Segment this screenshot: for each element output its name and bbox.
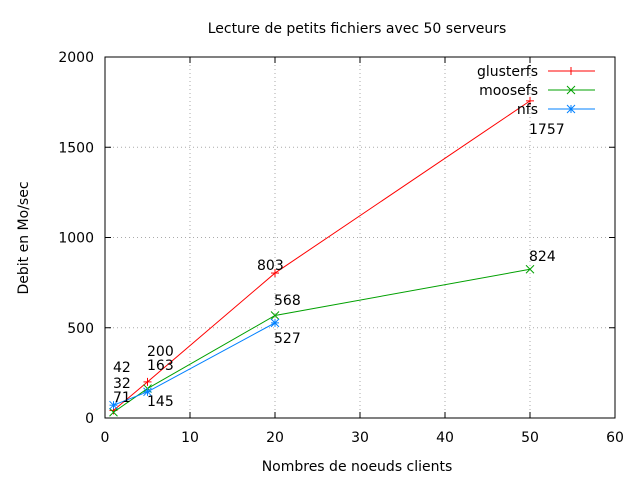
data-label: 42 <box>113 360 131 376</box>
data-label: 71 <box>113 390 131 406</box>
legend-marker <box>566 104 576 114</box>
x-tick-label: 50 <box>521 430 539 446</box>
series-glusterfs <box>109 96 534 415</box>
series-nfs <box>109 318 280 410</box>
legend-marker-stroke <box>566 104 576 114</box>
data-label: 200 <box>147 344 174 360</box>
data-point-moosefs-stroke <box>270 311 280 320</box>
data-label: 1757 <box>529 122 565 138</box>
x-tick-label: 20 <box>266 430 284 446</box>
data-label: 824 <box>529 249 556 265</box>
x-tick-label: 40 <box>436 430 454 446</box>
data-point-glusterfs <box>271 269 279 278</box>
data-point-moosefs-stroke <box>109 407 118 417</box>
x-tick-label: 30 <box>351 430 369 446</box>
legend-label: glusterfs <box>477 64 538 80</box>
data-point-moosefs <box>109 407 118 417</box>
legend-label: nfs <box>517 102 538 118</box>
y-tick-label: 1000 <box>58 231 94 247</box>
data-label: 145 <box>147 394 174 410</box>
data-point-glusterfs <box>143 377 152 386</box>
series-line-glusterfs <box>113 100 531 411</box>
series-line-moosefs <box>113 268 531 413</box>
x-tick-label: 60 <box>606 430 624 446</box>
legend: glusterfs moosefs nfs <box>477 64 595 118</box>
legend-marker <box>566 85 576 95</box>
legend-marker-stroke <box>566 85 576 95</box>
data-point-moosefs <box>270 311 280 320</box>
series-line-nfs <box>113 322 276 406</box>
data-label: 803 <box>257 258 284 274</box>
y-tick-label: 500 <box>67 321 94 337</box>
data-label: 568 <box>274 293 301 309</box>
data-point-nfs-stroke <box>270 318 280 328</box>
chart-title: Lecture de petits fichiers avec 50 serve… <box>208 21 507 37</box>
axis-ticks: 0 10 20 30 40 50 60 0 500 1000 1500 2000 <box>58 50 624 446</box>
data-point-nfs <box>270 318 280 328</box>
legend-label: moosefs <box>479 83 538 99</box>
y-tick-label: 0 <box>85 411 94 427</box>
data-point-nfs <box>143 387 152 397</box>
data-label: 163 <box>147 358 174 374</box>
x-tick-label: 10 <box>181 430 199 446</box>
y-tick-label: 1500 <box>58 140 94 156</box>
x-tick-label: 0 <box>101 430 110 446</box>
data-point-moosefs-stroke <box>525 264 535 274</box>
data-label: 32 <box>113 376 131 392</box>
y-tick-label: 2000 <box>58 50 94 66</box>
data-point-moosefs <box>525 264 535 274</box>
plot-frame <box>104 56 616 419</box>
data-point-nfs-stroke <box>143 387 152 397</box>
grid <box>105 57 615 418</box>
data-label: 527 <box>274 331 301 347</box>
data-point-nfs-stroke <box>109 400 118 410</box>
y-axis-label: Debit en Mo/sec <box>16 181 32 294</box>
data-point-glusterfs <box>526 96 534 105</box>
legend-marker <box>567 67 575 75</box>
series-layer <box>109 96 535 417</box>
data-point-nfs <box>109 400 118 410</box>
x-axis-label: Nombres de noeuds clients <box>262 459 453 475</box>
